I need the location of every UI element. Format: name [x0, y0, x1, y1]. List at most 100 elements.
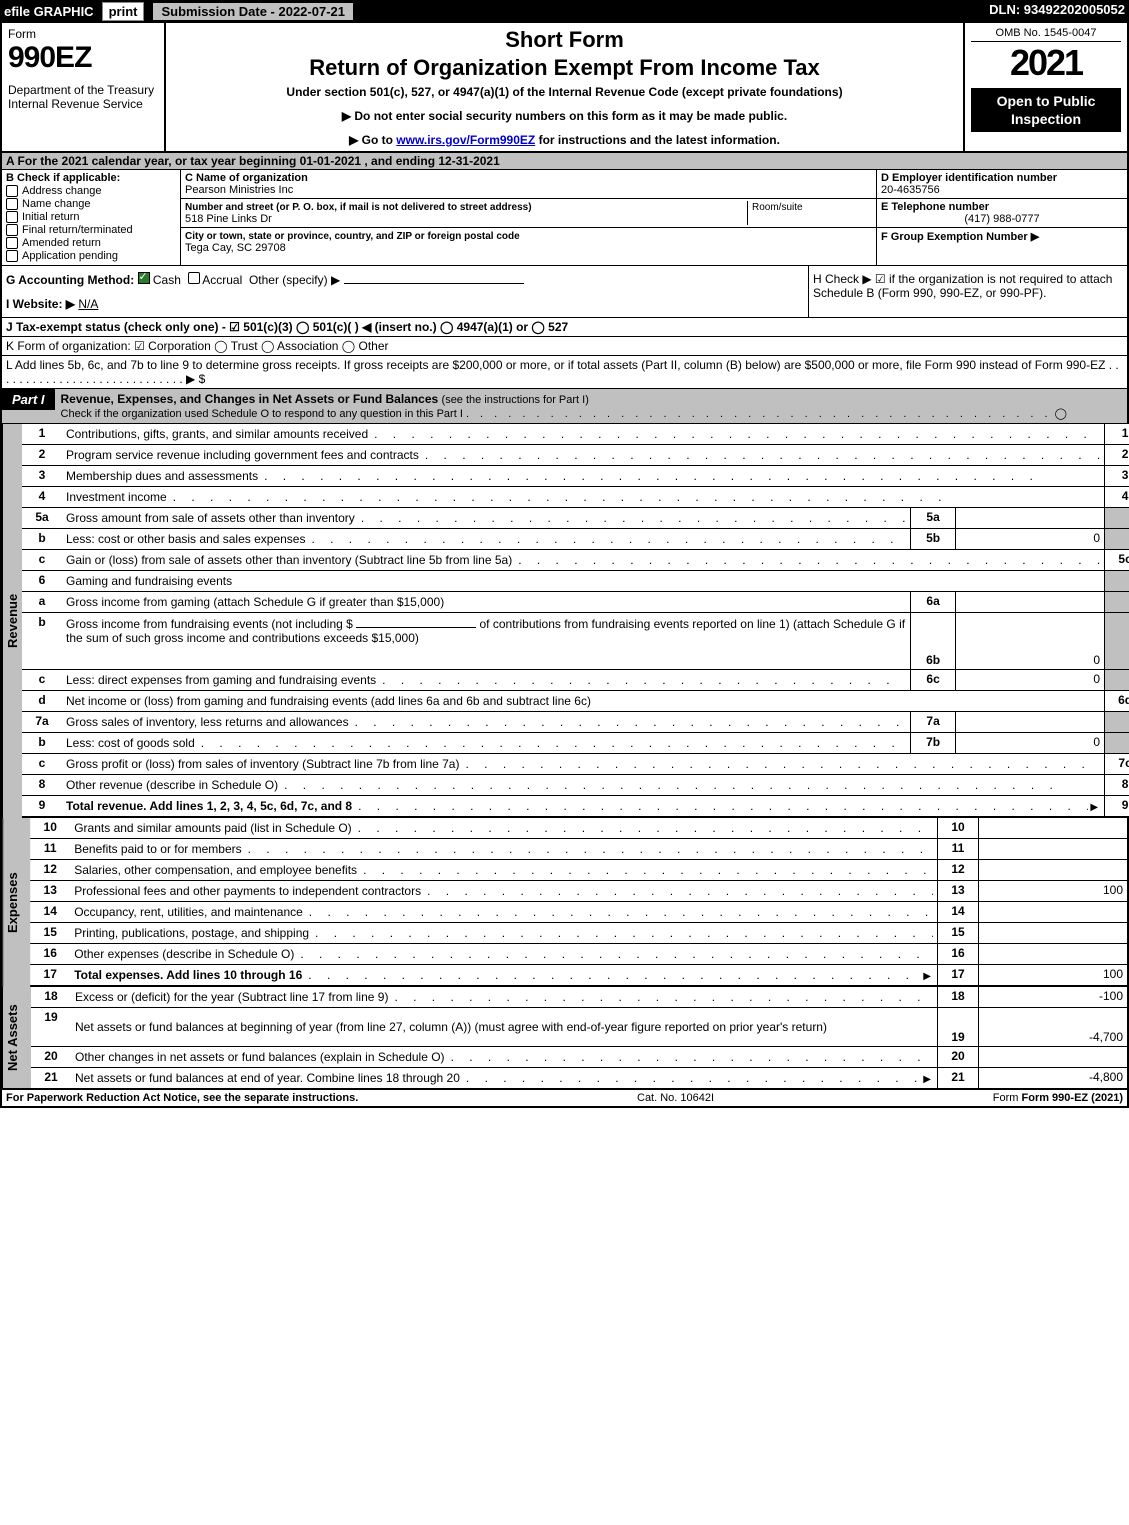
ein-value: 20-4635756 [881, 184, 940, 196]
line-desc: Occupancy, rent, utilities, and maintena… [74, 905, 303, 919]
ein-cell: D Employer identification number 20-4635… [877, 170, 1127, 199]
line-refnum: 15 [937, 923, 978, 943]
line-refnum: 12 [937, 860, 978, 880]
inline-value [955, 592, 1104, 612]
checkbox-icon [6, 237, 18, 249]
inline-value: 0 [955, 733, 1104, 753]
line-refnum: 19 [937, 1008, 978, 1046]
row-2: 2 Program service revenue including gove… [22, 445, 1129, 466]
check-address[interactable]: Address change [6, 185, 176, 197]
line-num: 18 [31, 987, 71, 1007]
line-num: 15 [30, 923, 70, 943]
line-refnum: 9 [1104, 796, 1129, 816]
inline-refnum: 7a [910, 712, 955, 732]
line-desc: Net assets or fund balances at beginning… [75, 1020, 827, 1034]
b-title: B Check if applicable: [6, 172, 176, 184]
shaded-cell [1104, 571, 1129, 591]
row-20: 20 Other changes in net assets or fund b… [31, 1047, 1127, 1068]
part1-title-text: Revenue, Expenses, and Changes in Net As… [61, 392, 439, 406]
print-button[interactable]: print [102, 2, 145, 21]
netassets-table: Net Assets 18 Excess or (deficit) for th… [0, 987, 1129, 1090]
check-initial[interactable]: Initial return [6, 211, 176, 223]
website-value: N/A [78, 297, 438, 311]
dots: . . . . . . . . . . . . . . . . . . . . … [195, 736, 906, 750]
dots: . . . . . . . . . . . . . . . . . . . . … [445, 1050, 933, 1064]
row-7a: 7a Gross sales of inventory, less return… [22, 712, 1129, 733]
checkbox-icon [6, 198, 18, 210]
line-refnum: 11 [937, 839, 978, 859]
bullet2: ▶ Go to www.irs.gov/Form990EZ for instru… [174, 133, 955, 147]
line-desc: Other revenue (describe in Schedule O) [66, 778, 278, 792]
line-refnum: 17 [937, 965, 978, 985]
line-desc: Gaming and fundraising events [66, 574, 232, 588]
row-21: 21 Net assets or fund balances at end of… [31, 1068, 1127, 1088]
line-desc: Total revenue. Add lines 1, 2, 3, 4, 5c,… [66, 799, 352, 813]
footer-center: Cat. No. 10642I [637, 1092, 714, 1104]
line-num: 21 [31, 1068, 71, 1088]
dots: . . . . . . . . . . . . . . . . . . . . … [349, 715, 907, 729]
row-5c: c Gain or (loss) from sale of assets oth… [22, 550, 1129, 571]
line-desc: Printing, publications, postage, and shi… [74, 926, 309, 940]
checkbox-icon [6, 224, 18, 236]
column-c: C Name of organization Pearson Ministrie… [181, 170, 876, 265]
arrow-icon [1088, 799, 1100, 813]
line-num: 2 [22, 445, 62, 465]
shaded-cell [1104, 733, 1129, 753]
row-12: 12 Salaries, other compensation, and emp… [30, 860, 1127, 881]
dots: . . . . . . . . . . . . . . . . . . . . … [352, 821, 933, 835]
check-amended[interactable]: Amended return [6, 237, 176, 249]
line-num: 19 [31, 1008, 71, 1046]
irs-link[interactable]: www.irs.gov/Form990EZ [396, 133, 535, 147]
phone-label: E Telephone number [881, 201, 989, 213]
addr-value: 518 Pine Links Dr [185, 213, 272, 225]
line-desc: Membership dues and assessments [66, 469, 258, 483]
dept-label: Department of the Treasury Internal Reve… [8, 83, 158, 111]
shaded-cell [1104, 670, 1129, 690]
bullet2-pre: ▶ Go to [349, 133, 396, 147]
line-num: c [22, 670, 62, 690]
group-label: F Group Exemption Number ▶ [881, 231, 1039, 243]
line-desc: Gross profit or (loss) from sales of inv… [66, 757, 459, 771]
inline-value: 0 [955, 670, 1104, 690]
line-num: 13 [30, 881, 70, 901]
line-desc: Program service revenue including govern… [66, 448, 419, 462]
row-6b: b Gross income from fundraising events (… [22, 613, 1129, 670]
omb-number: OMB No. 1545-0047 [971, 27, 1121, 42]
check-name[interactable]: Name change [6, 198, 176, 210]
shaded-cell [1104, 508, 1129, 528]
line-desc: Professional fees and other payments to … [74, 884, 421, 898]
form-header: Form 990EZ Department of the Treasury In… [0, 23, 1129, 153]
check-pending[interactable]: Application pending [6, 250, 176, 262]
dots: . . . . . . . . . . . . . . . . . . . . … [242, 842, 933, 856]
line-refnum: 6d [1104, 691, 1129, 711]
row-6c: c Less: direct expenses from gaming and … [22, 670, 1129, 691]
inline-value [955, 712, 1104, 732]
line-desc: Gross sales of inventory, less returns a… [66, 715, 349, 729]
line-num: 8 [22, 775, 62, 795]
tax-year: 2021 [971, 42, 1121, 84]
dots: . . . . . . . . . . . . . . . . . . . . … [388, 990, 933, 1004]
row-5a: 5a Gross amount from sale of assets othe… [22, 508, 1129, 529]
short-form-title: Short Form [174, 27, 955, 53]
dots: . . . . . . . . . . . . . . . . . . . . … [460, 1071, 921, 1085]
row-6a: a Gross income from gaming (attach Sched… [22, 592, 1129, 613]
line-refnum: 20 [937, 1047, 978, 1067]
part1-sub-box: ◯ [1055, 408, 1067, 420]
footer-right: Form Form 990-EZ (2021) [993, 1092, 1123, 1104]
city-value: Tega Cay, SC 29708 [185, 242, 286, 254]
part1-header: Part I Revenue, Expenses, and Changes in… [0, 389, 1129, 424]
line-desc: Grants and similar amounts paid (list in… [74, 821, 351, 835]
line-num: 12 [30, 860, 70, 880]
form-word: Form [8, 27, 158, 41]
row-1: 1 Contributions, gifts, grants, and simi… [22, 424, 1129, 445]
line-num: c [22, 550, 62, 570]
dots: . . . . . . . . . . . . . . . . . . . . … [302, 968, 921, 982]
inline-refnum: 5a [910, 508, 955, 528]
section-l: L Add lines 5b, 6c, and 7b to line 9 to … [0, 356, 1129, 389]
line-value: 100 [978, 881, 1127, 901]
inline-refnum: 6b [910, 613, 955, 669]
line-desc: Less: cost of goods sold [66, 736, 195, 750]
dots: . . . . . . . . . . . . . . . . . . . . … [167, 490, 1100, 504]
line-desc: Salaries, other compensation, and employ… [74, 863, 357, 877]
check-final[interactable]: Final return/terminated [6, 224, 176, 236]
